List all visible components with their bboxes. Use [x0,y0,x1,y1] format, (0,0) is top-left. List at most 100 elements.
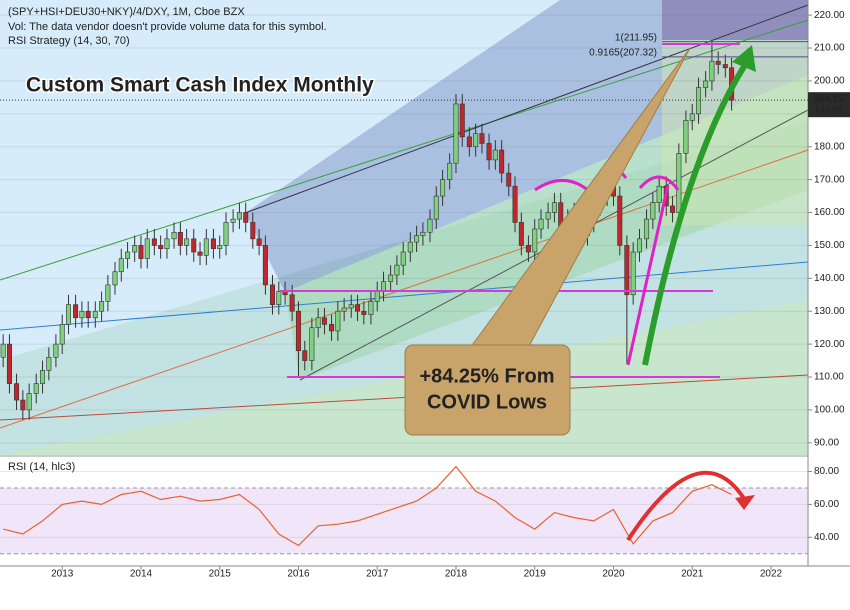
candle-body [617,195,623,246]
candle-body [262,245,268,286]
x-tick-label: 2022 [760,569,783,580]
candle-body [407,241,413,253]
countdown-label: 14d 6h [815,105,843,115]
candle-body [309,327,315,361]
candle-body [158,245,164,250]
volume-note: Vol: The data vendor doesn't provide vol… [8,21,327,33]
candle-body [388,274,394,282]
candle-body [538,218,544,230]
y-tick-label: 140.00 [814,273,845,284]
candle-body [492,149,498,161]
candle-body [374,291,380,302]
last-price-label: 194.15 [813,94,844,105]
candle-body [33,383,39,394]
candle-body [348,304,354,309]
candle-body [676,153,682,213]
candle-body [191,238,197,253]
candle-body [243,212,249,223]
candle-body [670,205,676,213]
candle-body [636,238,642,253]
candle-body [289,294,295,312]
candle-body [644,218,650,240]
trend-line [0,261,809,331]
y-tick-label: 40.00 [814,532,839,543]
candle-body [715,60,721,65]
candle-body [276,291,282,305]
x-tick-label: 2017 [366,569,389,580]
candle-body [321,317,327,325]
candle-body [6,343,12,384]
rsi-band [0,487,808,554]
candle-body [433,195,439,220]
candle-body [53,343,59,358]
candle-body [532,228,538,253]
candle-body [420,231,426,236]
candle-body [400,251,406,266]
chart-title: Custom Smart Cash Index Monthly [26,74,374,97]
candle-body [414,235,420,243]
last-price-tag [808,92,850,118]
candle-body [466,136,472,148]
candle-body [40,370,46,384]
candle-body [341,307,347,312]
y-tick-label: 60.00 [814,499,839,510]
y-tick-label: 220.00 [814,10,845,21]
y-tick-label: 100.00 [814,405,845,416]
x-tick-label: 2016 [287,569,310,580]
candle-body [164,238,170,250]
candle-body [105,284,111,302]
candle-body [92,310,98,319]
candle-body [525,245,531,253]
candle-body [427,218,433,233]
candle-body [355,304,361,312]
x-tick-label: 2014 [130,569,153,580]
arc [638,175,680,191]
candle-body [230,218,236,223]
candle-body [302,350,308,361]
y-tick-label: 170.00 [814,174,845,185]
candle-body [440,179,446,197]
candle-body [125,251,131,259]
candle-body [132,245,138,253]
candle-body [506,172,512,187]
fib-label: 0.9165(207.32) [589,47,657,58]
x-tick-label: 2015 [209,569,232,580]
candle-body [656,185,662,203]
candle-body [512,185,518,223]
rsi-arrow [626,470,747,542]
candle-body [112,271,118,286]
x-tick-label: 2021 [681,569,704,580]
y-tick-label: 90.00 [814,437,839,448]
y-tick-label: 130.00 [814,306,845,317]
y-tick-label: 180.00 [814,141,845,152]
candle-body [624,245,630,296]
callout-text: COVID Lows [427,391,547,413]
candle-body [459,103,465,138]
x-tick-label: 2018 [445,569,468,580]
trend-arrow [642,63,748,366]
candle-body [689,113,695,121]
candle-body [250,222,256,240]
x-tick-label: 2020 [602,569,625,580]
annotations: +84.25% From COVID Lows Custom Smart Cas… [8,6,756,542]
candle-body [59,324,65,345]
candle-body [709,60,715,82]
candle-body [486,143,492,161]
arrow-head [732,45,756,72]
candle-body [26,393,32,411]
candle-body [329,324,335,332]
x-tick-label: 2013 [51,569,74,580]
y-tick-label: 150.00 [814,240,845,251]
y-tick-label: 210.00 [814,43,845,54]
candle-body [203,238,209,256]
candle-body [223,222,229,246]
candle-body [315,317,321,328]
candle-body [368,301,374,315]
y-tick-label: 80.00 [814,466,839,477]
candle-body [722,64,728,69]
candle-body [473,133,479,148]
candle-body [177,231,183,246]
candle-body [630,251,636,296]
rsi-line [3,465,732,547]
